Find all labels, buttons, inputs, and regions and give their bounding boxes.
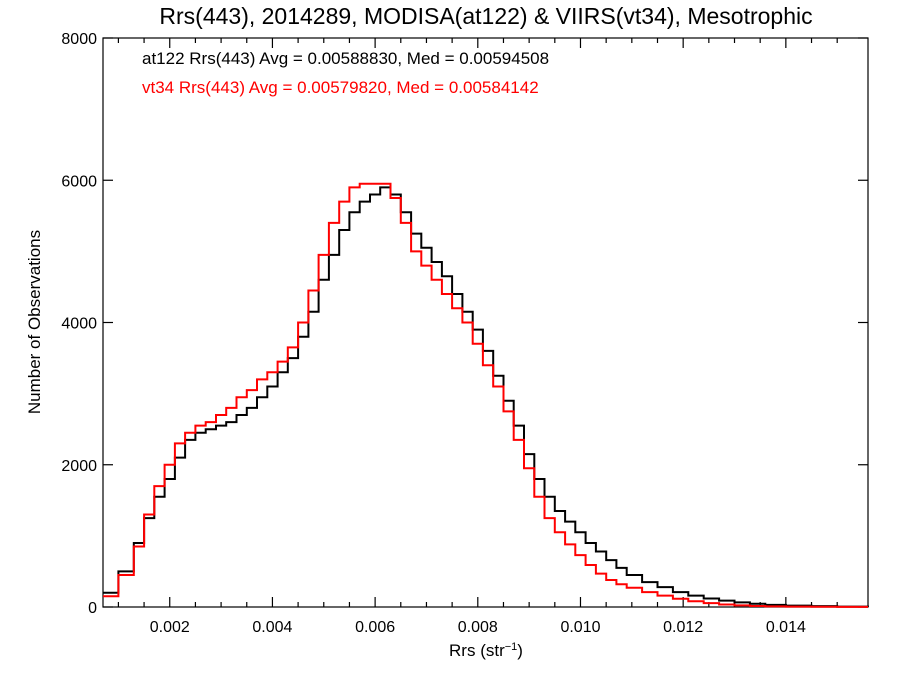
legend-entry-vt34: vt34 Rrs(443) Avg = 0.00579820, Med = 0.… [142, 78, 539, 97]
series-line-at122 [103, 186, 869, 608]
y-tick-label: 8000 [61, 31, 97, 48]
x-axis: 0.002 0.004 0.006 0.008 0.010 0.012 0.014 [117, 38, 838, 636]
y-tick-label: 6000 [61, 173, 97, 190]
x-axis-label-end: ) [517, 641, 523, 660]
y-tick-label: 2000 [61, 458, 97, 475]
y-tick-label: 4000 [61, 316, 97, 333]
y-axis: 0 2000 4000 6000 8000 [61, 31, 868, 617]
series-line-vt34 [103, 182, 868, 608]
x-tick-label: 0.002 [150, 619, 190, 636]
x-axis-label-superscript: −1 [505, 641, 518, 653]
x-axis-label: Rrs (str−1) [449, 641, 523, 660]
x-tick-label: 0.014 [766, 619, 806, 636]
y-tick-label: 0 [88, 600, 97, 617]
x-tick-label: 0.004 [252, 619, 292, 636]
x-tick-label: 0.008 [458, 619, 498, 636]
x-axis-label-main: Rrs (str [449, 641, 505, 660]
legend-entry-at122: at122 Rrs(443) Avg = 0.00588830, Med = 0… [142, 49, 549, 68]
x-tick-label: 0.010 [560, 619, 600, 636]
x-tick-label: 0.012 [663, 619, 703, 636]
x-tick-label: 0.006 [355, 619, 395, 636]
chart-title: Rrs(443), 2014289, MODISA(at122) & VIIRS… [159, 3, 812, 29]
series-layer [103, 182, 869, 608]
plot-frame [102, 37, 869, 608]
y-axis-label: Number of Observations [25, 230, 44, 414]
